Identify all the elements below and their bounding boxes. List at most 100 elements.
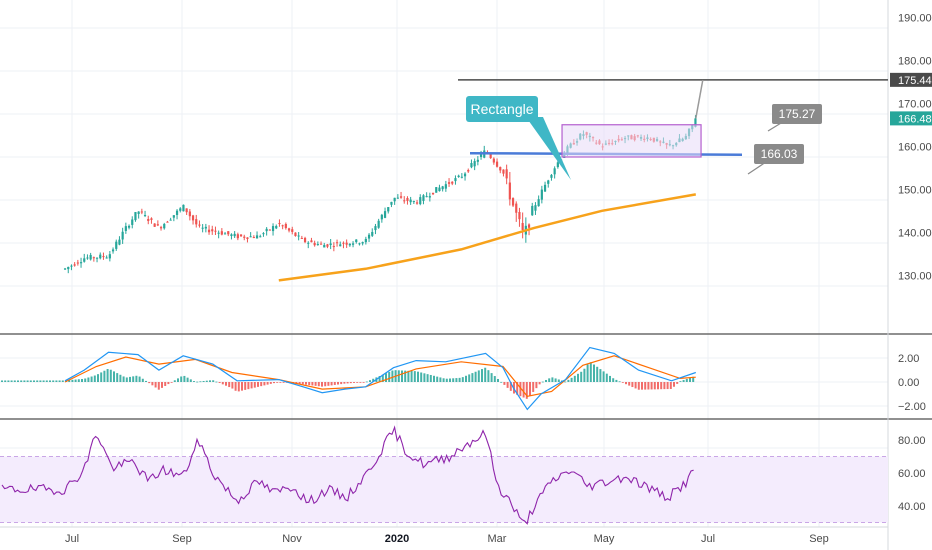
- macd-histogram-bar: [29, 380, 32, 382]
- candle-up: [537, 199, 540, 207]
- ma-200-line[interactable]: [278, 193, 697, 282]
- price-tick-label: 180.00: [898, 55, 932, 67]
- macd-histogram-bar: [20, 380, 23, 382]
- candle-down: [153, 223, 156, 227]
- macd-histogram-bar: [407, 370, 410, 382]
- macd-histogram-bar: [151, 382, 154, 386]
- rsi-line[interactable]: [1, 425, 694, 525]
- macd-histogram-bar: [596, 366, 599, 382]
- candle-up: [556, 162, 559, 168]
- candle-down: [268, 229, 271, 231]
- candle-up: [63, 268, 67, 270]
- macd-histogram-bar: [583, 368, 586, 382]
- macd-histogram-bar: [410, 370, 413, 382]
- rsi-pane[interactable]: [0, 425, 888, 525]
- candle-up: [473, 161, 476, 167]
- candle-up: [204, 226, 207, 229]
- rsi-axis[interactable]: 80.00 60.00 40.00: [898, 435, 926, 513]
- macd-histogram-bar: [436, 376, 439, 382]
- macd-histogram-bar: [506, 382, 509, 388]
- macd-histogram-bar: [484, 367, 487, 382]
- candle-down: [508, 182, 511, 200]
- macd-histogram-bar: [452, 378, 455, 382]
- candle-up: [380, 214, 383, 220]
- candle-up: [348, 243, 351, 246]
- candle-down: [76, 262, 79, 264]
- macd-histogram-bar: [33, 380, 35, 382]
- candle-up: [105, 257, 108, 259]
- macd-histogram-bar: [669, 382, 672, 389]
- drawings[interactable]: Rectangle 175.27 166.03: [458, 79, 888, 180]
- candle-down: [521, 223, 524, 230]
- macd-histogram-bar: [129, 376, 131, 382]
- candle-up: [275, 225, 278, 229]
- candle-up: [169, 219, 172, 221]
- macd-histogram-bar: [263, 382, 266, 386]
- candle-down: [313, 242, 316, 246]
- macd-histogram-bar: [644, 382, 647, 390]
- macd-histogram-bar: [404, 370, 407, 382]
- time-axis[interactable]: Jul Sep Nov 2020 Mar May Jul Sep: [65, 533, 829, 545]
- candle-up: [134, 212, 137, 221]
- candle-up: [182, 204, 185, 212]
- candle-up: [553, 168, 556, 175]
- candle-down: [495, 161, 499, 167]
- macd-histogram-bar: [17, 380, 19, 382]
- candle-down: [191, 215, 195, 221]
- macd-histogram-bar: [55, 380, 58, 382]
- macd-pane[interactable]: [1, 346, 696, 411]
- macd-histogram-bar: [580, 371, 583, 382]
- candle-up: [233, 233, 236, 237]
- candle-down: [399, 196, 403, 198]
- callout-lower-bubble[interactable]: [754, 144, 804, 164]
- price-axis[interactable]: 200.00190.00180.00170.00160.00150.00140.…: [890, 0, 932, 282]
- callout-upper-bubble[interactable]: [772, 104, 822, 124]
- candle-down: [291, 229, 294, 232]
- macd-histogram-bar: [205, 380, 208, 382]
- candle-up: [438, 187, 441, 192]
- macd-histogram-bar: [673, 382, 675, 387]
- time-tick-label: Sep: [809, 533, 829, 545]
- macd-histogram-bar: [481, 369, 483, 382]
- macd-histogram-bar: [634, 382, 637, 389]
- macd-histogram-bar: [676, 382, 679, 384]
- time-tick-label: Sep: [172, 533, 192, 545]
- macd-histogram-bar: [7, 380, 10, 382]
- candle-up: [99, 254, 102, 259]
- macd-histogram-bar: [42, 380, 45, 382]
- macd-histogram-bar: [97, 374, 99, 382]
- projection-line[interactable]: [695, 79, 704, 119]
- candle-up: [358, 243, 361, 245]
- macd-histogram-bar: [74, 379, 77, 382]
- macd-histogram-bar: [90, 376, 93, 382]
- candle-up: [307, 242, 310, 244]
- macd-histogram-bar: [170, 382, 173, 383]
- candle-up: [223, 233, 227, 235]
- macd-histogram-bar: [87, 377, 90, 382]
- macd-histogram-bar: [372, 378, 375, 382]
- macd-line[interactable]: [64, 346, 696, 411]
- macd-histogram-bar: [692, 376, 695, 382]
- macd-axis[interactable]: 2.00 0.00 −2.00: [898, 353, 926, 413]
- rsi-tick-label: 80.00: [898, 435, 926, 447]
- candle-up: [351, 243, 355, 245]
- rectangle-drawing[interactable]: [561, 124, 702, 158]
- candle-up: [534, 205, 537, 211]
- time-tick-label: Jul: [701, 533, 715, 545]
- candle-up: [108, 254, 111, 259]
- signal-line[interactable]: [64, 355, 696, 397]
- rectangle-label-bubble[interactable]: [466, 96, 538, 122]
- macd-histogram-bar: [77, 379, 80, 382]
- candle-down: [451, 181, 454, 184]
- macd-histogram-bar: [202, 380, 205, 382]
- candle-up: [694, 118, 697, 127]
- macd-histogram-bar: [477, 370, 480, 382]
- macd-histogram-bar: [4, 380, 7, 382]
- time-tick-label: Mar: [488, 533, 507, 545]
- macd-histogram-bar: [164, 382, 167, 386]
- macd-histogram-bar: [621, 382, 624, 383]
- candle-up: [316, 244, 319, 246]
- macd-histogram-bar: [388, 371, 391, 382]
- macd-histogram-bar: [36, 380, 39, 382]
